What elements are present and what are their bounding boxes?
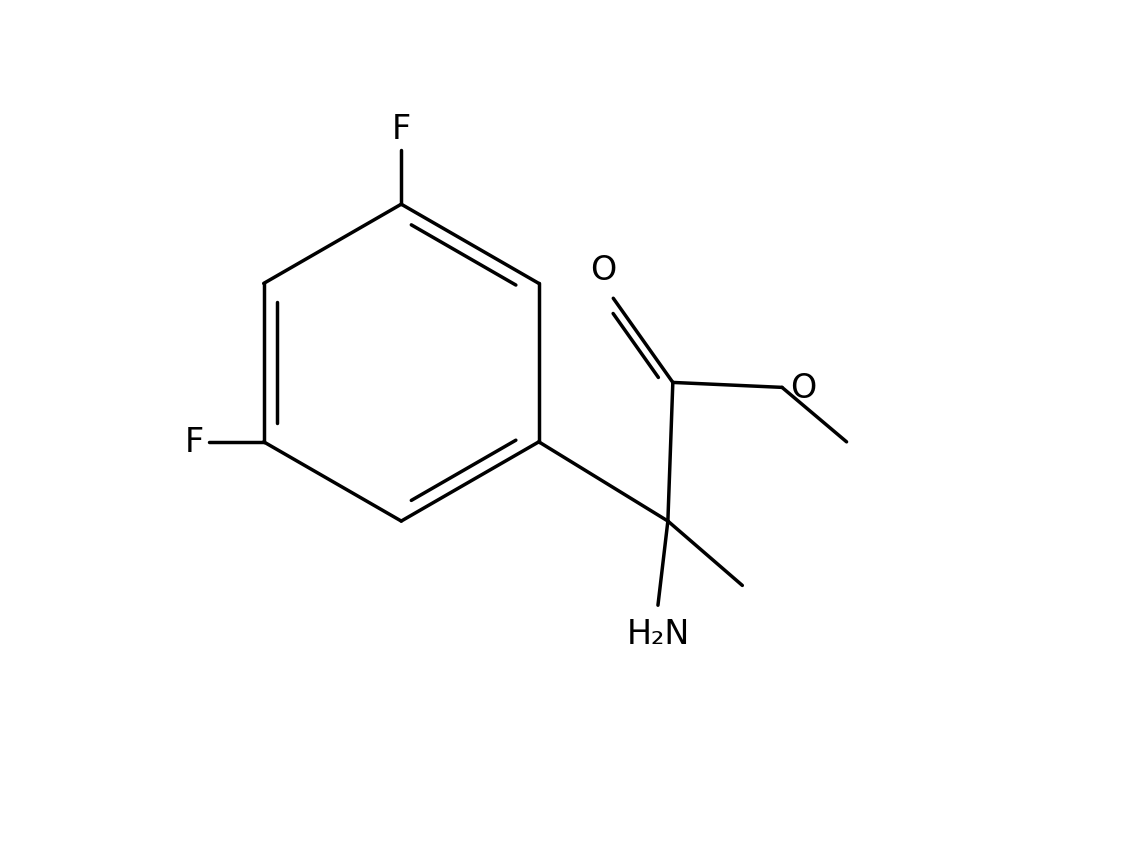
Text: O: O <box>591 254 616 287</box>
Text: O: O <box>790 371 817 405</box>
Text: F: F <box>391 112 411 146</box>
Text: H₂N: H₂N <box>626 618 689 650</box>
Text: F: F <box>185 426 204 458</box>
